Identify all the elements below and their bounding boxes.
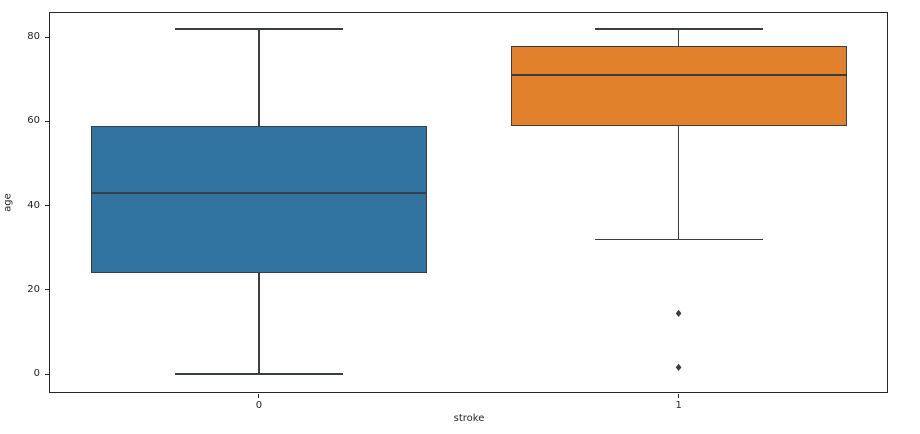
- outlier-marker-stroke-1: ♦: [674, 309, 684, 321]
- whisker-cap-bottom-stroke-1: [594, 238, 763, 241]
- outlier-marker-stroke-1: ♦: [674, 362, 684, 374]
- x-tick-label: 0: [255, 399, 263, 411]
- box-stroke-1: [510, 45, 847, 126]
- whisker-cap-top-stroke-1: [594, 28, 763, 30]
- whisker-upper-stroke-1: [677, 28, 680, 46]
- y-tick-mark: [45, 205, 49, 207]
- whisker-lower-stroke-0: [258, 273, 260, 374]
- whisker-upper-stroke-0: [258, 28, 260, 126]
- median-stroke-0: [90, 192, 427, 194]
- y-tick-mark: [45, 289, 49, 291]
- y-tick-label: 80: [27, 31, 40, 43]
- y-tick-mark: [45, 373, 49, 375]
- y-tick-mark: [45, 120, 49, 122]
- median-stroke-1: [510, 74, 847, 76]
- whisker-cap-top-stroke-0: [174, 28, 343, 30]
- whisker-lower-stroke-1: [677, 125, 680, 240]
- y-tick-label: 40: [27, 199, 40, 211]
- whisker-cap-bottom-stroke-0: [174, 373, 343, 375]
- y-tick-mark: [45, 36, 49, 38]
- y-tick-label: 20: [27, 283, 40, 295]
- x-axis-label: stroke: [453, 413, 485, 424]
- box-stroke-0: [90, 125, 427, 274]
- y-tick-label: 0: [33, 368, 40, 380]
- x-tick-mark: [258, 393, 260, 398]
- x-tick-mark: [678, 393, 680, 398]
- y-tick-label: 60: [27, 115, 40, 127]
- x-tick-label: 1: [675, 399, 682, 411]
